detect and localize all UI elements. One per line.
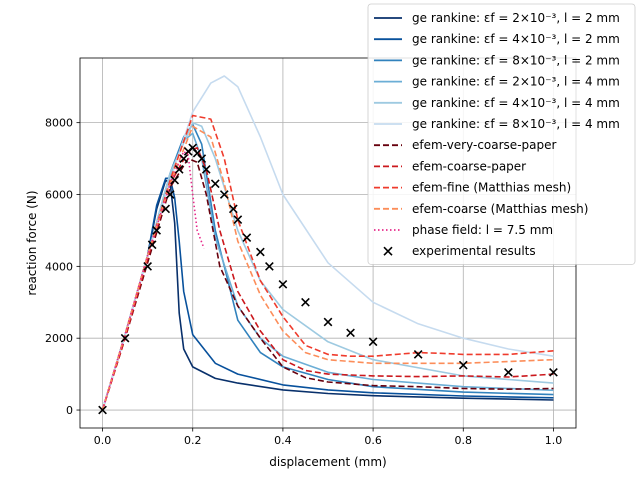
experimental-point xyxy=(458,360,468,370)
experimental-point xyxy=(413,349,423,359)
legend: ge rankine: εf = 2×10⁻³, l = 2 mm ge rank… xyxy=(367,3,636,265)
x-tick-label: 0.2 xyxy=(184,434,202,447)
experimental-point xyxy=(242,233,252,242)
legend-label: ge rankine: εf = 4×10⁻³, l = 2 mm xyxy=(412,32,620,46)
experimental-point xyxy=(219,190,229,199)
y-tick-label: 6000 xyxy=(45,189,73,202)
legend-label: efem-very-coarse-paper xyxy=(412,138,556,152)
legend-label: experimental results xyxy=(412,244,536,258)
experimental-point xyxy=(233,215,243,225)
experimental-point xyxy=(161,204,171,214)
experimental-point xyxy=(152,226,162,235)
experimental-point xyxy=(98,405,107,415)
experimental-point xyxy=(323,317,333,327)
experimental-point xyxy=(179,154,189,163)
x-axis-label: displacement (mm) xyxy=(269,455,386,469)
y-tick-label: 8000 xyxy=(45,117,73,130)
experimental-point xyxy=(201,164,211,174)
series-line-9 xyxy=(101,114,554,411)
y-tick-label: 2000 xyxy=(45,332,73,345)
experimental-point xyxy=(346,328,355,338)
experimental-point xyxy=(210,179,220,189)
x-tick-label: 0.4 xyxy=(274,434,292,447)
series-line-2 xyxy=(101,177,554,411)
legend-label: efem-coarse (Matthias mesh) xyxy=(412,202,588,216)
legend-label: phase field: l = 7.5 mm xyxy=(412,223,553,237)
experimental-point xyxy=(278,279,288,289)
experimental-point xyxy=(174,164,184,174)
experimental-point xyxy=(503,367,513,377)
series-line-10 xyxy=(101,125,554,411)
experimental-point xyxy=(170,175,180,185)
y-tick-label: 0 xyxy=(66,404,73,417)
axis-ticks: 0.0 0.2 0.4 0.6 0.8 1.0 0 2000 4000 6000 8000 xyxy=(45,117,562,447)
experimental-point xyxy=(120,333,130,343)
experimental-point xyxy=(143,261,153,271)
legend-label: ge rankine: εf = 8×10⁻³, l = 2 mm xyxy=(412,53,620,67)
experimental-point xyxy=(549,367,558,377)
legend-label: ge rankine: εf = 8×10⁻³, l = 4 mm xyxy=(412,117,620,131)
experimental-point xyxy=(165,190,175,199)
y-axis-label: reaction force (N) xyxy=(25,190,39,295)
series-line-7 xyxy=(101,157,554,411)
x-tick-label: 0.6 xyxy=(364,434,382,447)
series-layer xyxy=(98,75,558,415)
series-line-11 xyxy=(101,150,205,411)
experimental-point xyxy=(301,297,310,307)
legend-box xyxy=(367,3,636,265)
y-tick-label: 4000 xyxy=(45,260,73,273)
experimental-point xyxy=(368,337,378,347)
x-tick-label: 1.0 xyxy=(545,434,563,447)
experimental-point xyxy=(265,261,274,271)
experimental-point xyxy=(147,240,157,250)
legend-label: efem-coarse-paper xyxy=(412,159,526,173)
legend-marker xyxy=(383,246,393,256)
legend-label: efem-fine (Matthias mesh) xyxy=(412,181,571,195)
experimental-point xyxy=(228,204,238,214)
legend-label: ge rankine: εf = 2×10⁻³, l = 2 mm xyxy=(412,11,620,25)
experimental-point xyxy=(255,247,265,257)
legend-label: ge rankine: εf = 4×10⁻³, l = 4 mm xyxy=(412,96,620,110)
x-tick-label: 0.8 xyxy=(455,434,473,447)
series-line-8 xyxy=(101,147,554,411)
experimental-point xyxy=(197,154,207,163)
x-tick-label: 0.0 xyxy=(94,434,112,447)
legend-label: ge rankine: εf = 2×10⁻³, l = 4 mm xyxy=(412,75,620,89)
